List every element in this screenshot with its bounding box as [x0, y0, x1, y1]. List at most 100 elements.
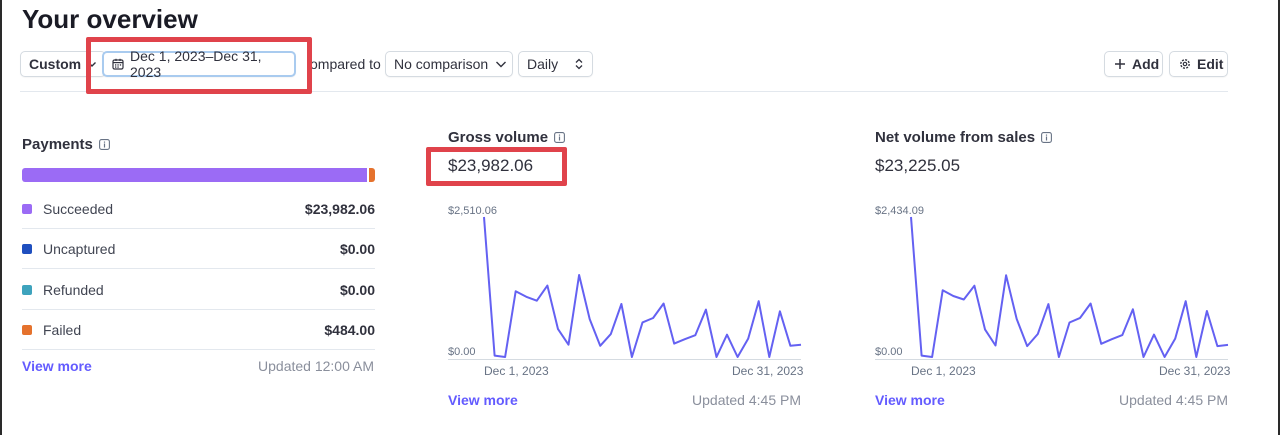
gross-volume-chart[interactable]	[481, 214, 804, 360]
data-point-dec-16[interactable]	[640, 319, 646, 325]
data-point-dec-6[interactable]	[961, 297, 967, 303]
data-point-dec-29[interactable]	[1204, 308, 1210, 314]
data-point-dec-4[interactable]	[940, 287, 946, 293]
data-point-dec-28[interactable]	[766, 354, 772, 360]
data-point-dec-24[interactable]	[1151, 332, 1157, 338]
data-point-dec-24[interactable]	[724, 332, 730, 338]
data-point-dec-9[interactable]	[993, 343, 999, 349]
data-point-dec-9[interactable]	[566, 342, 572, 348]
data-point-dec-3[interactable]	[502, 354, 508, 360]
failed-segment	[369, 168, 375, 182]
net-volume-chart[interactable]	[908, 214, 1231, 360]
page-title: Your overview	[22, 4, 198, 34]
gross-x-end-label: Dec 31, 2023	[732, 364, 804, 378]
data-point-dec-2[interactable]	[492, 353, 498, 359]
data-point-dec-29[interactable]	[777, 308, 783, 314]
data-point-dec-3[interactable]	[929, 354, 935, 360]
data-point-dec-28[interactable]	[1193, 354, 1199, 360]
data-point-dec-4[interactable]	[513, 288, 519, 294]
data-point-dec-23[interactable]	[714, 354, 720, 360]
data-point-dec-6[interactable]	[534, 298, 540, 304]
date-range-highlight	[86, 37, 312, 94]
data-point-dec-17[interactable]	[1077, 315, 1083, 321]
data-point-dec-30[interactable]	[787, 343, 793, 349]
data-point-dec-1[interactable]	[481, 214, 487, 220]
data-point-dec-30[interactable]	[1214, 343, 1220, 349]
range-preset-label: Custom	[29, 56, 82, 72]
chevron-up-down-icon	[575, 58, 583, 70]
data-point-dec-1[interactable]	[908, 214, 914, 220]
data-point-dec-27[interactable]	[756, 298, 762, 304]
info-icon[interactable]	[554, 132, 565, 143]
data-point-dec-8[interactable]	[982, 326, 988, 332]
payments-updated-text: Updated 12:00 AM	[258, 358, 374, 374]
data-point-dec-23[interactable]	[1141, 354, 1147, 360]
series-line	[910, 216, 1229, 358]
data-point-dec-22[interactable]	[1130, 306, 1136, 312]
data-point-dec-18[interactable]	[661, 301, 667, 307]
date-range-label: Dec 1, 2023–Dec 31, 2023	[130, 48, 262, 80]
data-point-dec-19[interactable]	[671, 341, 677, 347]
gross-view-more-link[interactable]: View more	[448, 392, 518, 408]
data-point-dec-14[interactable]	[618, 301, 624, 307]
data-point-dec-12[interactable]	[597, 343, 603, 349]
payments-view-more-link[interactable]: View more	[22, 358, 92, 374]
data-point-dec-18[interactable]	[1088, 301, 1094, 307]
data-point-dec-5[interactable]	[950, 293, 956, 299]
edit-button[interactable]: Edit	[1169, 51, 1228, 77]
gross-x-axis	[448, 359, 801, 360]
data-point-dec-5[interactable]	[523, 294, 529, 300]
data-point-dec-7[interactable]	[971, 283, 977, 289]
data-point-dec-8[interactable]	[555, 326, 561, 332]
data-point-dec-17[interactable]	[650, 315, 656, 321]
data-point-dec-25[interactable]	[735, 354, 741, 360]
data-point-dec-12[interactable]	[1024, 343, 1030, 349]
gross-volume-value: $23,982.06	[448, 156, 534, 175]
data-point-dec-13[interactable]	[1035, 331, 1041, 337]
data-point-dec-13[interactable]	[608, 331, 614, 337]
info-icon[interactable]	[98, 139, 110, 150]
data-point-dec-11[interactable]	[1014, 316, 1020, 322]
data-point-dec-22[interactable]	[703, 307, 709, 313]
data-point-dec-31[interactable]	[798, 342, 804, 348]
chevron-down-icon	[496, 61, 507, 68]
data-point-dec-27[interactable]	[1183, 298, 1189, 304]
comparison-select[interactable]: No comparison	[385, 51, 513, 77]
add-button[interactable]: Add	[1104, 51, 1163, 77]
net-x-axis	[875, 359, 1228, 360]
data-point-dec-2[interactable]	[919, 353, 925, 359]
succeeded-segment	[22, 168, 367, 182]
data-point-dec-25[interactable]	[1162, 354, 1168, 360]
uncaptured-dot	[22, 243, 32, 254]
date-range-picker[interactable]: Dec 1, 2023–Dec 31, 2023	[102, 48, 296, 80]
data-point-dec-11[interactable]	[587, 316, 593, 322]
data-point-dec-10[interactable]	[1003, 272, 1009, 278]
data-point-dec-14[interactable]	[1045, 301, 1051, 307]
data-point-dec-20[interactable]	[682, 336, 688, 342]
payments-title: Payments	[22, 136, 110, 153]
data-point-dec-31[interactable]	[1225, 342, 1231, 348]
data-point-dec-10[interactable]	[576, 272, 582, 278]
data-point-dec-15[interactable]	[629, 354, 635, 360]
payments-title-text: Payments	[22, 136, 93, 153]
status-label: Succeeded	[43, 200, 114, 217]
data-point-dec-16[interactable]	[1067, 320, 1073, 326]
net-view-more-link[interactable]: View more	[875, 392, 945, 408]
data-point-dec-7[interactable]	[544, 283, 550, 289]
data-point-dec-21[interactable]	[1119, 332, 1125, 338]
data-point-dec-15[interactable]	[1056, 354, 1062, 360]
status-label: Failed	[43, 321, 82, 338]
data-point-dec-26[interactable]	[745, 336, 751, 342]
status-label: Refunded	[43, 281, 104, 298]
status-amount: $484.00	[324, 321, 375, 338]
info-icon[interactable]	[1041, 132, 1053, 143]
range-preset-select[interactable]: Custom	[20, 51, 106, 77]
interval-select[interactable]: Daily	[518, 51, 593, 77]
data-point-dec-20[interactable]	[1109, 336, 1115, 342]
data-point-dec-26[interactable]	[1172, 336, 1178, 342]
status-amount: $0.00	[339, 240, 375, 257]
data-point-dec-19[interactable]	[1098, 341, 1104, 347]
net-volume-value: $23,225.05	[875, 156, 961, 175]
gross-volume-highlight	[426, 147, 567, 186]
data-point-dec-21[interactable]	[692, 332, 698, 338]
